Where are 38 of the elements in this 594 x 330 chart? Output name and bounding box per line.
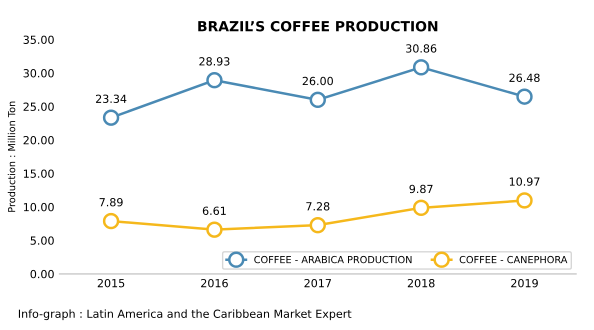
point	[310, 92, 326, 108]
data-label: 23.34	[96, 94, 126, 104]
x-tick-label: 2019	[511, 278, 538, 288]
point	[206, 221, 223, 238]
y-tick-label: 5.00	[30, 236, 54, 245]
y-tick-label: 0.00	[30, 270, 54, 278]
x-tick-label: 2015	[98, 278, 124, 288]
y-tick-label: 20.00	[24, 136, 54, 144]
x-tick-label: 2016	[201, 278, 228, 288]
chart-title: BRAZIL’S COFFEE PRODUCTION	[198, 20, 438, 32]
y-tick-label: 25.00	[24, 102, 54, 111]
x-tick-label: 2018	[408, 278, 435, 288]
point	[516, 88, 533, 105]
data-label: 9.87	[409, 184, 433, 194]
point	[102, 109, 120, 126]
point	[102, 212, 120, 230]
y-tick-label: 35.00	[24, 36, 54, 44]
text: Info-graph : Latin America and the Caribbean Market Expert	[18, 309, 352, 320]
point	[412, 59, 430, 76]
legend-label: COFFEE - CANEPHORA	[460, 256, 568, 264]
data-label: 7.28	[306, 202, 330, 211]
point	[206, 72, 223, 88]
data-label: 26.48	[509, 74, 540, 82]
y-tick-label: 10.00	[24, 202, 54, 212]
point	[310, 216, 326, 234]
y-tick-label: 15.00	[24, 169, 54, 178]
y-axis-title: Production : Million Ton	[8, 102, 16, 212]
y-tick-label: 30.00	[24, 69, 54, 78]
data-label: 7.89	[100, 198, 123, 206]
point	[412, 200, 430, 216]
data-label: 10.97	[510, 177, 540, 186]
data-label: 28.93	[199, 57, 230, 66]
data-label: 30.86	[406, 44, 436, 53]
legend-label: COFFEE - ARABICA PRODUCTION	[254, 256, 412, 264]
data-label: 26.00	[302, 76, 333, 86]
data-label: 6.61	[202, 206, 226, 215]
point	[516, 192, 533, 209]
x-tick-label: 2017	[304, 278, 331, 288]
